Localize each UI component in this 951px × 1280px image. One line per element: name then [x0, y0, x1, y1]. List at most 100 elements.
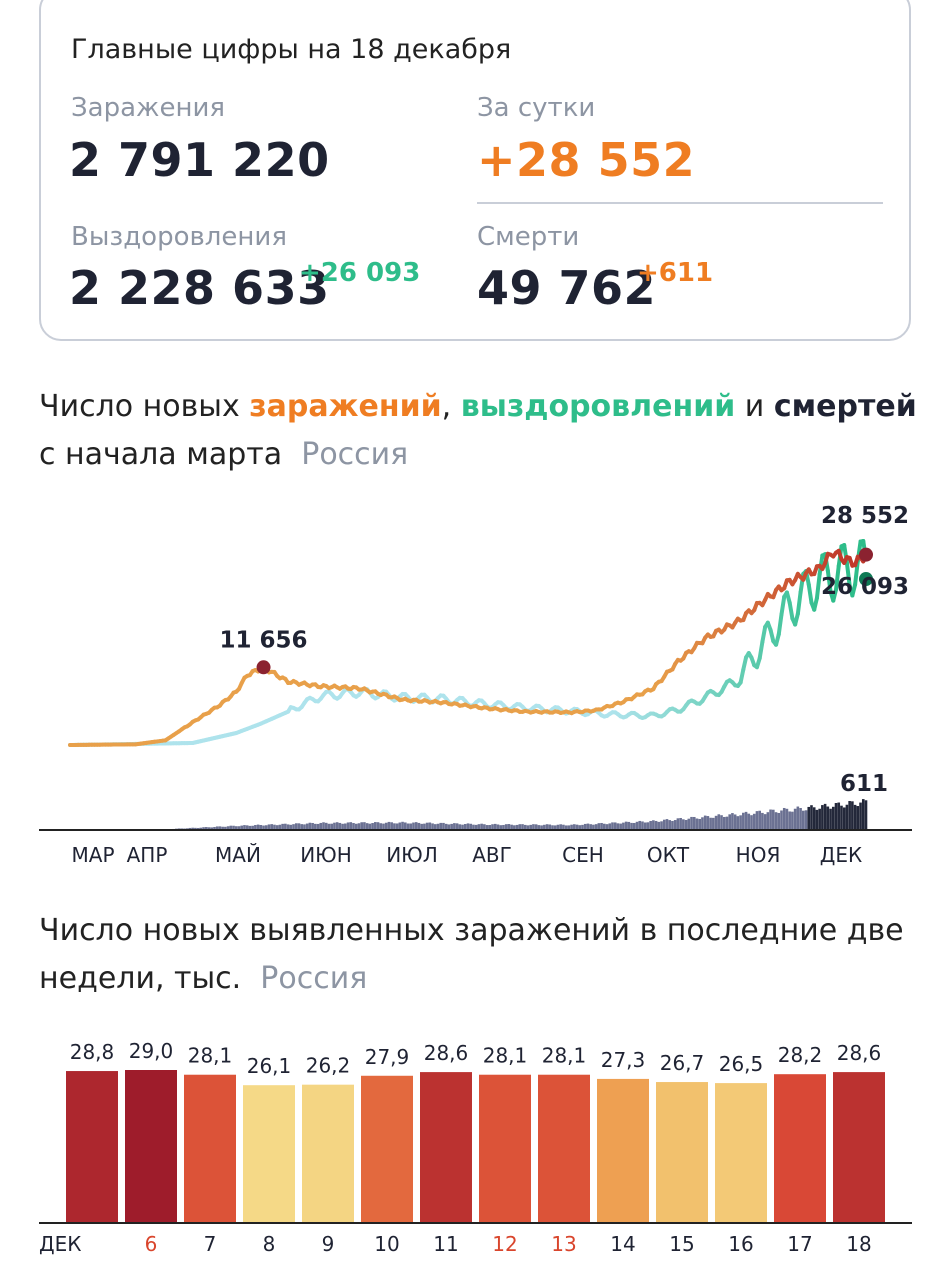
- death-bar: [684, 819, 688, 830]
- death-bar: [229, 825, 233, 830]
- death-bar: [706, 816, 710, 830]
- last-infections-dot: [859, 547, 873, 562]
- death-bar: [807, 806, 811, 830]
- death-bar: [338, 822, 342, 830]
- death-bar: [513, 825, 516, 830]
- death-bar: [802, 810, 805, 830]
- death-bar: [515, 824, 519, 830]
- death-bar: [608, 823, 612, 830]
- death-bar: [695, 818, 699, 830]
- death-bar: [545, 824, 549, 830]
- death-bar: [725, 816, 729, 830]
- death-bar: [840, 805, 843, 830]
- daily-value: +28 552: [477, 133, 696, 187]
- death-bar: [575, 824, 579, 830]
- death-bar: [690, 816, 693, 830]
- death-bar: [245, 825, 249, 830]
- death-bar: [785, 808, 789, 830]
- line-chart-subheading: с начала марта Россия: [39, 431, 408, 479]
- death-bar: [829, 808, 832, 830]
- death-bar: [837, 802, 841, 830]
- death-bar: [458, 824, 462, 830]
- death-bar: [224, 826, 227, 830]
- death-bar: [442, 822, 445, 830]
- infections-value: 2 791 220: [69, 133, 330, 187]
- month-tick-label: ОКТ: [647, 843, 690, 867]
- death-bar: [562, 824, 565, 830]
- day-tick-label: 14: [610, 1232, 635, 1256]
- death-bar: [196, 827, 200, 830]
- death-bar: [594, 824, 598, 830]
- death-bar: [398, 822, 402, 830]
- death-bar: [747, 813, 751, 830]
- death-bar: [649, 820, 652, 830]
- recoveries-line-segment: [806, 582, 814, 605]
- death-bar: [292, 824, 295, 830]
- death-bar: [341, 823, 344, 830]
- death-bar: [384, 822, 388, 830]
- bar-value-label: 28,2: [778, 1043, 823, 1067]
- bar: [833, 1072, 885, 1222]
- death-bar: [308, 822, 312, 830]
- death-bar: [281, 823, 284, 830]
- death-bar: [303, 824, 306, 830]
- death-bar: [739, 815, 742, 830]
- bar-value-label: 28,1: [188, 1044, 233, 1068]
- death-bar: [551, 825, 554, 830]
- bar: [656, 1082, 708, 1222]
- death-bar: [439, 822, 443, 830]
- death-bar: [275, 825, 279, 830]
- bar: [774, 1074, 826, 1222]
- recoveries-line-segment: [757, 639, 765, 661]
- death-bar: [635, 821, 639, 830]
- last-recoveries-dot: [859, 572, 873, 587]
- death-bar: [284, 823, 287, 830]
- recoveries-line-segment: [795, 590, 803, 616]
- death-bar: [788, 811, 791, 830]
- death-bar: [671, 820, 674, 830]
- death-bar: [624, 821, 628, 830]
- death-bar: [810, 805, 813, 830]
- death-bar: [469, 823, 473, 830]
- month-tick-label: ИЮЛ: [386, 843, 438, 867]
- death-bar: [769, 809, 772, 830]
- death-bar: [305, 823, 309, 830]
- death-bar: [428, 822, 432, 830]
- death-bar: [395, 823, 399, 830]
- recoveries-value: 2 228 633: [69, 261, 330, 315]
- death-bar: [425, 822, 429, 830]
- bar: [479, 1074, 531, 1222]
- death-bar: [199, 827, 203, 830]
- death-bar: [586, 823, 590, 830]
- death-bar: [278, 824, 282, 830]
- death-bar: [518, 824, 522, 830]
- death-bar: [774, 812, 778, 830]
- death-bar: [314, 823, 317, 830]
- death-bar: [466, 823, 470, 830]
- death-bar: [758, 810, 761, 830]
- day-tick-label: 16: [728, 1232, 753, 1256]
- death-bar: [834, 803, 838, 830]
- bar-value-label: 26,2: [306, 1054, 351, 1078]
- death-bar: [461, 824, 464, 830]
- death-bar: [357, 823, 361, 830]
- bar-value-label: 28,1: [542, 1044, 587, 1068]
- death-bar: [698, 818, 702, 830]
- day-tick-label: 17: [787, 1232, 812, 1256]
- death-bar: [453, 823, 456, 830]
- death-bar: [766, 812, 770, 830]
- peak-infections-dot: [256, 660, 271, 675]
- recoveries-line-segment: [760, 624, 768, 644]
- death-bar: [556, 824, 560, 830]
- death-bar: [780, 810, 783, 830]
- day-tick-label: 8: [263, 1232, 276, 1256]
- death-bar: [537, 825, 541, 830]
- death-bar: [622, 822, 625, 830]
- death-bar: [853, 804, 857, 830]
- death-bar: [692, 816, 696, 830]
- daily-label: За сутки: [477, 93, 596, 123]
- death-bar: [237, 826, 241, 830]
- death-bar: [327, 823, 331, 830]
- death-bar: [603, 823, 606, 830]
- line-heading-part1: Число новых: [39, 389, 250, 424]
